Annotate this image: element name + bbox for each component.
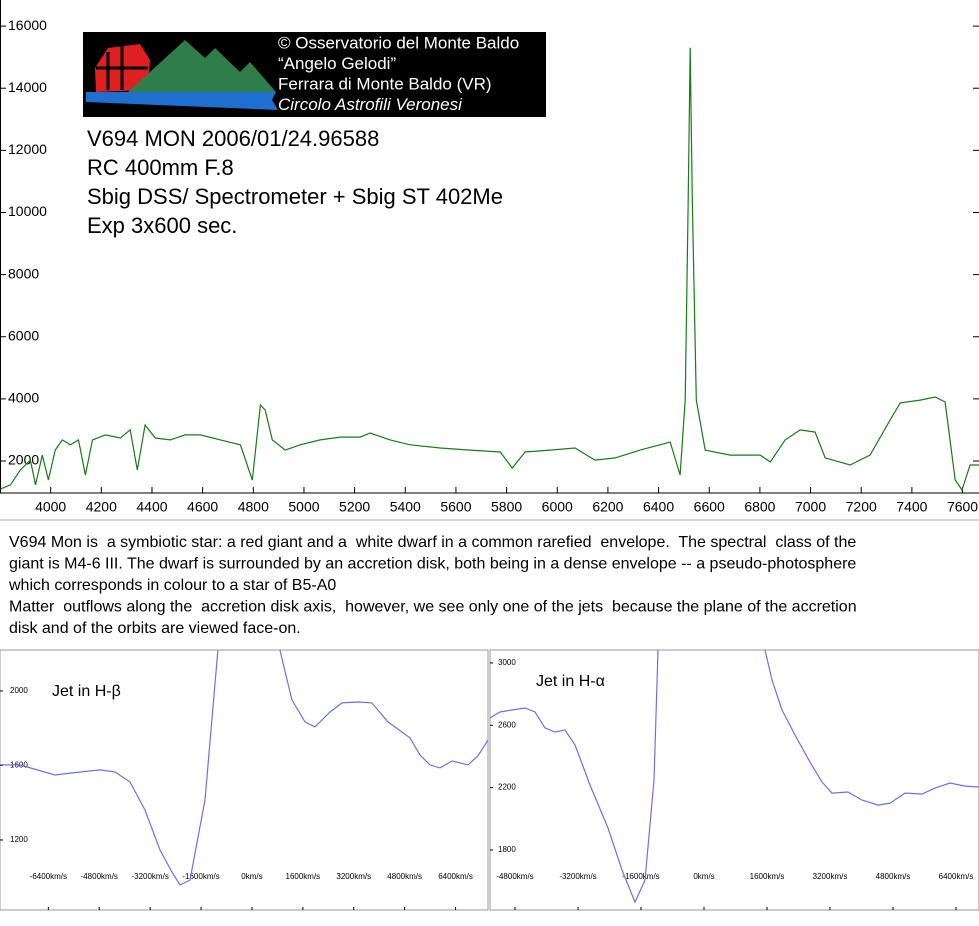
y-tick-label: 1200 <box>10 835 28 844</box>
x-tick-label: 4800km/s <box>387 872 422 881</box>
x-tick-label: -3200km/s <box>559 872 596 881</box>
x-tick-label: 6800 <box>744 499 775 515</box>
x-tick-label: 6600 <box>694 499 725 515</box>
x-tick-label: 4000 <box>35 499 66 515</box>
annotation: Sbig DSS/ Spectrometer + Sbig ST 402Me <box>87 184 503 209</box>
x-tick-label: -4800km/s <box>81 872 118 881</box>
x-tick-label: 6200 <box>592 499 623 515</box>
logo-lake <box>86 92 278 110</box>
logo-mountains <box>128 40 276 92</box>
x-tick-label: 3200km/s <box>336 872 371 881</box>
x-tick-label: 0km/s <box>241 872 262 881</box>
description-line: which corresponds in colour to a star of… <box>8 577 336 594</box>
x-tick-label: -1600km/s <box>622 872 659 881</box>
x-tick-label: 4200 <box>86 499 117 515</box>
y-tick-label: 4000 <box>8 390 39 406</box>
chart-title: Jet in H-β <box>52 683 121 700</box>
x-tick-label: 1600km/s <box>286 872 321 881</box>
y-tick-label: 2000 <box>10 686 28 695</box>
x-tick-label: -1600km/s <box>182 872 219 881</box>
logo-text: © Osservatorio del Monte Baldo <box>278 33 519 52</box>
x-tick-label: 7000 <box>795 499 826 515</box>
x-tick-label: 7400 <box>896 499 927 515</box>
y-tick-label: 12000 <box>8 141 47 157</box>
y-tick-label: 3000 <box>498 658 516 667</box>
x-tick-label: 7200 <box>846 499 877 515</box>
x-tick-label: 3200km/s <box>813 872 848 881</box>
x-tick-label: 4800km/s <box>876 872 911 881</box>
logo-text: Ferrara di Monte Baldo (VR) <box>278 74 492 93</box>
description-line: Matter outflows along the accretion disk… <box>9 599 857 616</box>
y-tick-label: 16000 <box>8 17 47 33</box>
logo-text: Circolo Astrofili Veronesi <box>278 95 463 114</box>
logo-observatory-lines <box>96 46 148 90</box>
x-tick-label: -3200km/s <box>131 872 168 881</box>
annotation: V694 MON 2006/01/24.96588 <box>87 126 379 151</box>
y-tick-label: 10000 <box>8 203 47 219</box>
spectrum-line <box>0 650 488 886</box>
x-tick-label: 6400 <box>643 499 674 515</box>
spectrum-line <box>490 650 979 904</box>
description-line: V694 Mon is a symbiotic star: a red gian… <box>9 534 856 551</box>
y-tick-label: 1800 <box>498 845 516 854</box>
x-tick-label: 4600 <box>187 499 218 515</box>
chart-title: Jet in H-α <box>536 673 605 690</box>
y-tick-label: 6000 <box>8 327 39 343</box>
annotation: RC 400mm F.8 <box>87 155 234 180</box>
x-tick-label: 5400 <box>390 499 421 515</box>
plot-frame <box>0 649 489 911</box>
logo-text: “Angelo Gelodi” <box>278 54 396 73</box>
y-tick-label: 2600 <box>498 720 516 729</box>
x-tick-label: -6400km/s <box>30 872 67 881</box>
x-tick-label: 5200 <box>339 499 370 515</box>
x-tick-label: 6400km/s <box>939 872 974 881</box>
y-tick-label: 14000 <box>8 79 47 95</box>
x-tick-label: 7600 <box>947 499 978 515</box>
x-tick-label: 5000 <box>288 499 319 515</box>
x-tick-label: 0km/s <box>693 872 714 881</box>
x-tick-label: -4800km/s <box>496 872 533 881</box>
annotation: Exp 3x600 sec. <box>87 213 237 238</box>
plot-frame <box>489 649 979 911</box>
x-tick-label: 6000 <box>542 499 573 515</box>
x-tick-label: 6400km/s <box>438 872 473 881</box>
y-tick-label: 2000 <box>8 452 39 468</box>
description-line: giant is M4-6 III. The dwarf is surround… <box>9 556 856 573</box>
x-tick-label: 5800 <box>491 499 522 515</box>
x-tick-label: 5600 <box>440 499 471 515</box>
x-tick-label: 1600km/s <box>750 872 785 881</box>
x-tick-label: 4400 <box>136 499 167 515</box>
x-tick-label: 4800 <box>238 499 269 515</box>
y-tick-label: 2200 <box>498 783 516 792</box>
y-tick-label: 8000 <box>8 265 39 281</box>
description-line: disk and of the orbits are viewed face-o… <box>9 620 301 637</box>
spectrum-line <box>0 47 979 492</box>
